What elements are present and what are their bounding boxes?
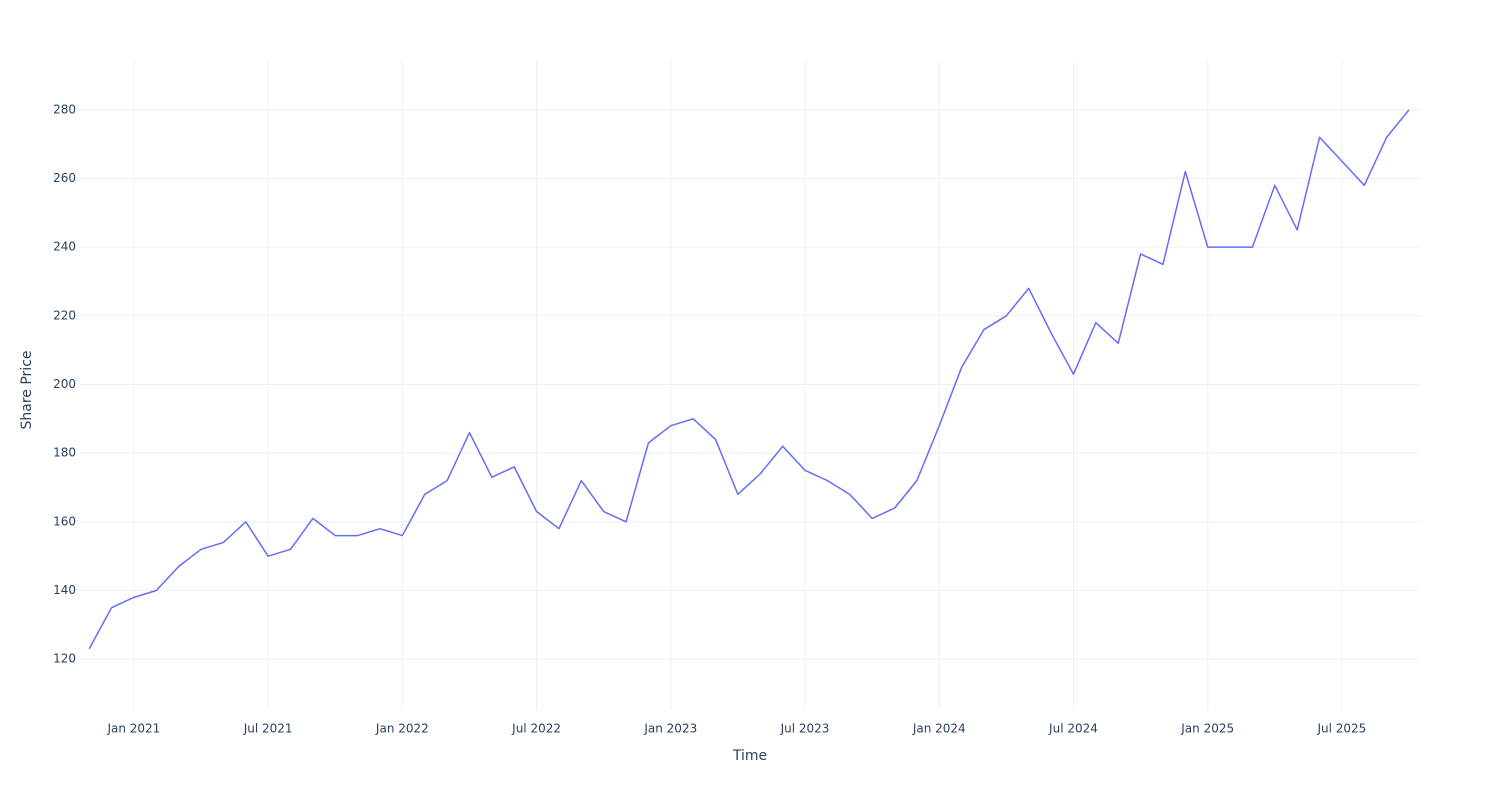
x-tick-label: Jul 2023 <box>780 722 830 736</box>
y-axis-title: Share Price <box>19 350 35 429</box>
y-tick-label: 140 <box>53 583 76 597</box>
x-tick-label: Jul 2021 <box>243 722 293 736</box>
y-tick-label: 280 <box>53 102 76 116</box>
x-tick-label: Jan 2024 <box>912 722 966 736</box>
x-tick-label: Jul 2024 <box>1048 722 1098 736</box>
y-tick-label: 200 <box>53 377 76 391</box>
y-tick-label: 180 <box>53 446 76 460</box>
x-tick-label: Jul 2025 <box>1316 722 1366 736</box>
x-tick-label: Jan 2021 <box>106 722 160 736</box>
y-tick-label: 240 <box>53 240 76 254</box>
x-tick-label: Jul 2022 <box>511 722 561 736</box>
x-tick-label: Jan 2022 <box>375 722 429 736</box>
tick-labels: 120 140 160 180 200 220 240 260 280 Jan 2021 Jul 2… <box>53 102 1366 735</box>
price-line <box>88 109 1410 650</box>
x-tick-label: Jan 2023 <box>643 722 697 736</box>
x-axis-title: Time <box>732 748 767 764</box>
y-tick-label: 260 <box>53 171 76 185</box>
grid <box>80 60 1420 710</box>
y-tick-label: 160 <box>53 514 76 528</box>
plot-area <box>88 109 1410 650</box>
y-tick-label: 120 <box>53 652 76 666</box>
y-tick-label: 220 <box>53 308 76 322</box>
x-tick-label: Jan 2025 <box>1180 722 1234 736</box>
